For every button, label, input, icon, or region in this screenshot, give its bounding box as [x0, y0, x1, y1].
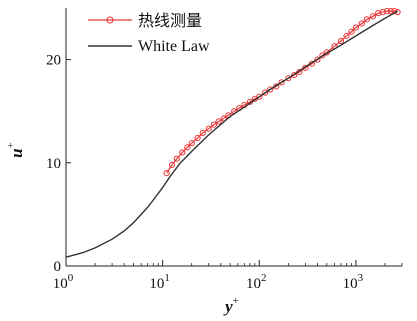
data-point-hotwire — [278, 79, 285, 86]
data-point-hotwire — [343, 32, 350, 39]
x-tick-base: 10 — [53, 276, 68, 292]
legend-label-white-law: White Law — [138, 38, 210, 55]
data-point-hotwire — [199, 129, 206, 136]
data-point-hotwire — [173, 155, 180, 162]
data-point-hotwire — [337, 37, 345, 45]
y-axis-label-main: u — [7, 148, 26, 157]
data-point-hotwire — [256, 93, 263, 100]
legend-marker-hotwire — [106, 16, 114, 24]
data-point-hotwire — [379, 9, 386, 16]
data-point-hotwire — [184, 144, 191, 151]
x-tick-exponent: 2 — [261, 272, 267, 284]
series-line-white-law — [65, 10, 398, 258]
data-point-hotwire — [163, 170, 170, 177]
data-point-hotwire — [215, 118, 222, 125]
x-tick-label: 102 — [246, 272, 267, 292]
data-point-hotwire — [267, 86, 274, 93]
data-point-hotwire — [387, 7, 394, 15]
series-line-hotwire — [166, 10, 398, 174]
x-tick-exponent: 0 — [68, 272, 74, 284]
data-point-hotwire — [319, 52, 326, 59]
data-point-hotwire — [168, 161, 176, 168]
axis-labels: y+u+ — [5, 142, 239, 316]
x-axis-label-main: y — [223, 297, 233, 316]
x-tick-label: 100 — [53, 272, 74, 292]
y-tick-label: 10 — [46, 156, 61, 172]
data-point-hotwire — [369, 13, 377, 20]
data-point-hotwire — [348, 28, 355, 35]
x-tick-label: 103 — [343, 272, 364, 292]
y-tick-label: 20 — [46, 53, 61, 69]
data-point-hotwire — [291, 71, 298, 79]
data-point-hotwire — [383, 7, 391, 15]
data-point-hotwire — [210, 121, 218, 128]
x-tick-exponent: 1 — [164, 272, 170, 284]
data-point-hotwire — [262, 89, 269, 96]
x-tick-base: 10 — [343, 276, 358, 292]
data-point-hotwire — [194, 134, 201, 142]
x-tick-base: 10 — [149, 276, 164, 292]
data-point-hotwire — [314, 56, 321, 63]
y-tick-label: 0 — [54, 259, 62, 275]
x-tick-label: 101 — [149, 272, 170, 292]
y-axis-label: u+ — [5, 142, 26, 158]
data-point-hotwire — [188, 140, 195, 147]
x-axis-label: y+ — [223, 295, 239, 316]
data-point-hotwire — [363, 16, 371, 23]
series-layer — [65, 7, 401, 258]
data-point-hotwire — [352, 24, 359, 31]
data-point-hotwire — [358, 20, 365, 27]
data-point-hotwire — [285, 75, 292, 82]
x-tick-base: 10 — [246, 276, 261, 292]
data-point-hotwire — [205, 125, 212, 132]
x-axis-label-sup: + — [233, 295, 239, 307]
legend-label-hotwire: 热线测量 — [138, 11, 202, 30]
x-tick-exponent: 3 — [358, 272, 364, 284]
data-point-hotwire — [179, 149, 186, 156]
y-axis-label-sup: + — [5, 142, 17, 148]
legend: 热线测量 White Law — [88, 11, 210, 55]
